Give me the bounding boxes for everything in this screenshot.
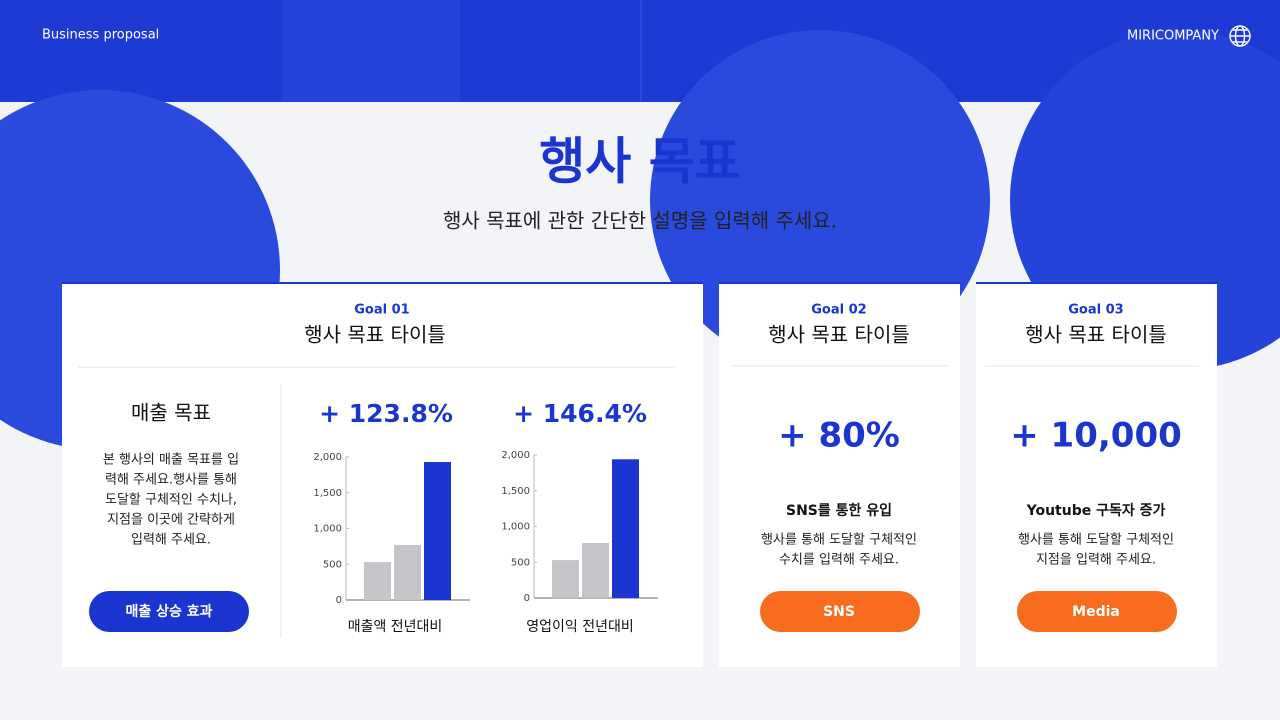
card-description: 입력해 주세요. (131, 533, 211, 548)
bar (612, 459, 639, 598)
card-heading: SNS를 통한 유입 (786, 503, 892, 519)
card-description: 본 행사의 매출 목표를 입 (103, 452, 239, 468)
bar (364, 562, 391, 600)
chart-xlabel: 매출액 전년대비 (348, 619, 443, 635)
card-title: 행사 목표 타이틀 (1025, 323, 1167, 347)
y-tick-label: 0 (524, 593, 530, 604)
card-title: 행사 목표 타이틀 (768, 323, 910, 347)
card-description: 지점을 이곳에 간략하게 (107, 513, 235, 528)
y-tick-label: 2,000 (313, 452, 342, 463)
header-right: MIRICOMPANY (1127, 29, 1219, 44)
y-tick-label: 1,500 (501, 486, 530, 497)
goal-label: Goal 03 (1068, 303, 1123, 318)
button-label: SNS (823, 604, 855, 620)
goal-label: Goal 01 (354, 303, 409, 318)
header-left: Business proposal (42, 28, 159, 43)
chart-xlabel: 영업이익 전년대비 (526, 619, 634, 635)
y-tick-label: 500 (511, 557, 530, 568)
card-heading: 매출 목표 (131, 401, 211, 425)
card-description: 행사를 통해 도달할 구체적인 (761, 532, 917, 548)
y-tick-label: 500 (323, 559, 342, 570)
globe-icon (1229, 25, 1251, 47)
chart-title: + 123.8% (319, 399, 453, 428)
bar (424, 462, 451, 600)
bar (394, 544, 421, 600)
page-title: 행사 목표 (539, 133, 740, 191)
page-subtitle: 행사 목표에 관한 간단한 설명을 입력해 주세요. (443, 209, 837, 233)
y-tick-label: 1,000 (501, 522, 530, 533)
card-description: 행사를 통해 도달할 구체적인 (1018, 532, 1174, 548)
bar (582, 542, 609, 598)
card-description: 지점을 입력해 주세요. (1036, 553, 1156, 568)
card-description: 수치를 입력해 주세요. (779, 553, 899, 568)
y-tick-label: 0 (336, 595, 342, 606)
y-tick-label: 2,000 (501, 450, 530, 461)
goal-value: + 80% (778, 416, 900, 456)
chart-title: + 146.4% (513, 399, 647, 428)
goal-value: + 10,000 (1010, 416, 1182, 456)
bar (552, 560, 579, 598)
button-label: 매출 상승 효과 (125, 603, 212, 620)
card-description: 력해 주세요.행사를 통해 (105, 472, 237, 488)
card-heading: Youtube 구독자 증가 (1026, 503, 1166, 519)
card-title: 행사 목표 타이틀 (304, 323, 446, 347)
button-label: Media (1072, 604, 1120, 620)
y-tick-label: 1,000 (313, 524, 342, 535)
y-tick-label: 1,500 (313, 488, 342, 499)
card-description: 도달할 구체적인 수치나, (105, 493, 237, 508)
goal-label: Goal 02 (811, 303, 866, 318)
cards (62, 282, 1217, 667)
